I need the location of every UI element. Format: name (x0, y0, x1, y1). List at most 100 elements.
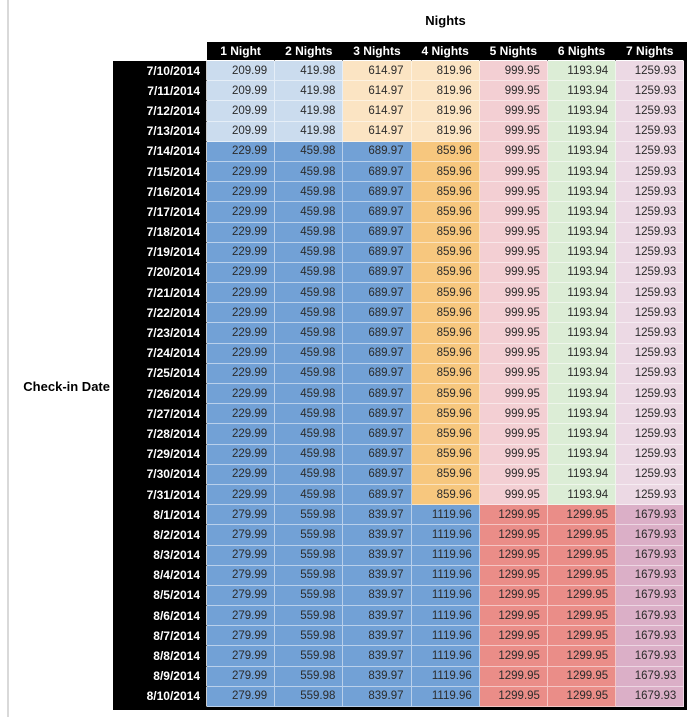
rate-cell: 1193.94 (547, 384, 617, 405)
rate-cell: 1259.93 (616, 121, 685, 142)
rate-cell: 1193.94 (547, 242, 617, 263)
rate-cell: 229.99 (207, 424, 276, 445)
checkin-date-cell: 7/10/2014 (113, 61, 207, 82)
table-row: 7/24/2014 229.99 459.98 689.97 859.96 999.95 1… (113, 343, 685, 364)
rate-cell: 819.96 (411, 121, 480, 142)
rate-cell: 1299.95 (479, 686, 548, 707)
rate-cell: 859.96 (411, 182, 480, 203)
checkin-date-cell: 7/29/2014 (113, 444, 207, 465)
rate-cell: 279.99 (207, 505, 276, 526)
rate-cell: 229.99 (207, 303, 276, 324)
rate-cell: 689.97 (343, 464, 412, 485)
rate-cell: 1193.94 (547, 323, 617, 344)
rate-cell: 279.99 (207, 565, 276, 586)
rate-cell: 859.96 (411, 444, 480, 465)
header-row: 1 Night 2 Nights 3 Nights 4 Nights 5 Nights 6… (113, 42, 685, 61)
table-row: 8/1/2014 279.99 559.98 839.97 1119.96 1299.95… (113, 505, 685, 526)
rate-cell: 999.95 (479, 121, 548, 142)
rate-cell: 1193.94 (547, 101, 617, 122)
rate-cell: 859.96 (411, 424, 480, 445)
checkin-date-cell: 7/14/2014 (113, 141, 207, 162)
checkin-date-cell: 7/17/2014 (113, 202, 207, 223)
rate-cell: 999.95 (479, 262, 548, 284)
rate-cell: 839.97 (343, 585, 412, 607)
rate-cell: 614.97 (343, 101, 412, 122)
rate-cell: 459.98 (275, 424, 344, 445)
rate-cell: 229.99 (207, 222, 276, 243)
rate-cell: 1119.96 (411, 666, 480, 687)
rate-cell: 999.95 (479, 464, 548, 485)
checkin-date-cell: 7/16/2014 (113, 182, 207, 203)
rate-cell: 1299.95 (547, 545, 617, 566)
rate-cell: 839.97 (343, 666, 412, 687)
rate-cell: 559.98 (275, 686, 344, 707)
table-row: 7/28/2014 229.99 459.98 689.97 859.96 999.95 1… (113, 424, 685, 445)
rate-cell: 459.98 (275, 484, 344, 506)
table-row: 8/9/2014 279.99 559.98 839.97 1119.96 1299.95… (113, 666, 685, 687)
rate-cell: 999.95 (479, 202, 548, 223)
column-header-5-nights: 5 Nights (479, 42, 548, 61)
rate-cell: 459.98 (275, 384, 344, 405)
column-axis-title: Nights (425, 13, 466, 28)
rate-cell: 1299.95 (547, 565, 617, 586)
rate-cell: 859.96 (411, 141, 480, 162)
rate-cell: 229.99 (207, 262, 276, 284)
rate-cell: 279.99 (207, 686, 276, 707)
rate-cell: 1679.93 (616, 646, 685, 667)
table-row: 7/22/2014 229.99 459.98 689.97 859.96 999.95 1… (113, 303, 685, 324)
rate-cell: 1259.93 (616, 242, 685, 263)
rate-cell: 559.98 (275, 565, 344, 586)
rate-cell: 614.97 (343, 81, 412, 102)
checkin-date-cell: 8/6/2014 (113, 606, 207, 627)
rate-cell: 1119.96 (411, 686, 480, 707)
rate-cell: 419.98 (275, 101, 344, 122)
rate-cell: 1259.93 (616, 141, 685, 162)
rate-cell: 1193.94 (547, 424, 617, 445)
rate-cell: 859.96 (411, 242, 480, 263)
rate-cell: 459.98 (275, 363, 344, 384)
rate-cell: 859.96 (411, 404, 480, 425)
rate-cell: 1299.95 (547, 505, 617, 526)
rate-cell: 999.95 (479, 182, 548, 203)
checkin-date-cell: 7/21/2014 (113, 283, 207, 304)
rate-cell: 1679.93 (616, 606, 685, 627)
rate-cell: 559.98 (275, 585, 344, 607)
rate-cell: 1119.96 (411, 505, 480, 526)
checkin-date-cell: 7/27/2014 (113, 404, 207, 425)
column-header-1-nights: 1 Night (207, 42, 276, 61)
rate-cell: 1299.95 (547, 646, 617, 667)
rate-cell: 689.97 (343, 323, 412, 344)
table-row: 7/19/2014 229.99 459.98 689.97 859.96 999.95 1… (113, 242, 685, 263)
rate-cell: 1193.94 (547, 161, 617, 183)
rate-cell: 839.97 (343, 525, 412, 546)
rate-cell: 839.97 (343, 545, 412, 566)
rate-cell: 1259.93 (616, 202, 685, 223)
rate-cell: 1193.94 (547, 262, 617, 284)
rate-cell: 1259.93 (616, 182, 685, 203)
rate-cell: 1679.93 (616, 626, 685, 647)
rate-cell: 1299.95 (479, 565, 548, 586)
rate-cell: 229.99 (207, 283, 276, 304)
rate-cell: 459.98 (275, 242, 344, 263)
rate-cell: 689.97 (343, 182, 412, 203)
checkin-date-cell: 7/11/2014 (113, 81, 207, 102)
checkin-date-cell: 7/26/2014 (113, 384, 207, 405)
rate-cell: 1193.94 (547, 61, 617, 82)
rate-cell: 614.97 (343, 61, 412, 82)
rate-cell: 1119.96 (411, 565, 480, 586)
rate-cell: 1299.95 (547, 585, 617, 607)
rate-cell: 999.95 (479, 222, 548, 243)
rate-cell: 279.99 (207, 606, 276, 627)
rate-cell: 1193.94 (547, 182, 617, 203)
table-row: 7/27/2014 229.99 459.98 689.97 859.96 999.95 1… (113, 404, 685, 425)
rate-cell: 459.98 (275, 343, 344, 364)
rate-cell: 209.99 (207, 81, 276, 102)
rate-cell: 1299.95 (547, 666, 617, 687)
rate-cell: 1193.94 (547, 121, 617, 142)
rate-cell: 1259.93 (616, 161, 685, 183)
rate-cell: 559.98 (275, 525, 344, 546)
rate-cell: 689.97 (343, 303, 412, 324)
rate-cell: 1193.94 (547, 444, 617, 465)
rate-cell: 999.95 (479, 101, 548, 122)
